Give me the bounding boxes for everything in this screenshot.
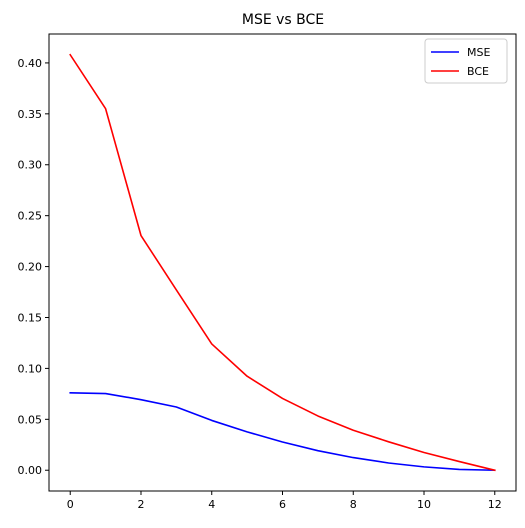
x-tick-label: 4 xyxy=(208,498,215,511)
legend-box xyxy=(424,38,508,84)
x-axis: 0 2 4 6 8 10 12 xyxy=(67,491,502,511)
x-tick-label: 2 xyxy=(137,498,144,511)
y-tick-label: 0.10 xyxy=(18,362,43,375)
y-tick-label: 0.30 xyxy=(18,159,43,172)
plot-area xyxy=(48,33,517,492)
y-axis: 0.00 0.05 0.10 0.15 0.20 0.25 0.30 0.35 0.40 xyxy=(18,57,49,477)
series-line-bce xyxy=(69,53,496,472)
y-tick-label: 0.35 xyxy=(18,108,43,121)
y-tick-label: 0.05 xyxy=(18,413,43,426)
x-tick-label: 0 xyxy=(67,498,74,511)
chart-title: MSE vs BCE xyxy=(242,12,324,28)
y-tick-label: 0.20 xyxy=(18,261,43,274)
x-tick-label: 6 xyxy=(279,498,286,511)
series-line-mse xyxy=(69,392,496,472)
series-layer xyxy=(69,53,496,472)
y-tick-label: 0.40 xyxy=(18,57,43,70)
axes-frame xyxy=(48,33,517,492)
legend-label-bce: BCE xyxy=(467,65,489,78)
legend: MSE BCE xyxy=(424,38,508,84)
x-tick-label: 8 xyxy=(350,498,357,511)
legend-label-mse: MSE xyxy=(467,46,490,59)
y-tick-label: 0.00 xyxy=(18,464,43,477)
y-tick-label: 0.25 xyxy=(18,210,43,223)
x-tick-label: 12 xyxy=(488,498,502,511)
x-tick-label: 10 xyxy=(417,498,431,511)
y-tick-label: 0.15 xyxy=(18,311,43,324)
